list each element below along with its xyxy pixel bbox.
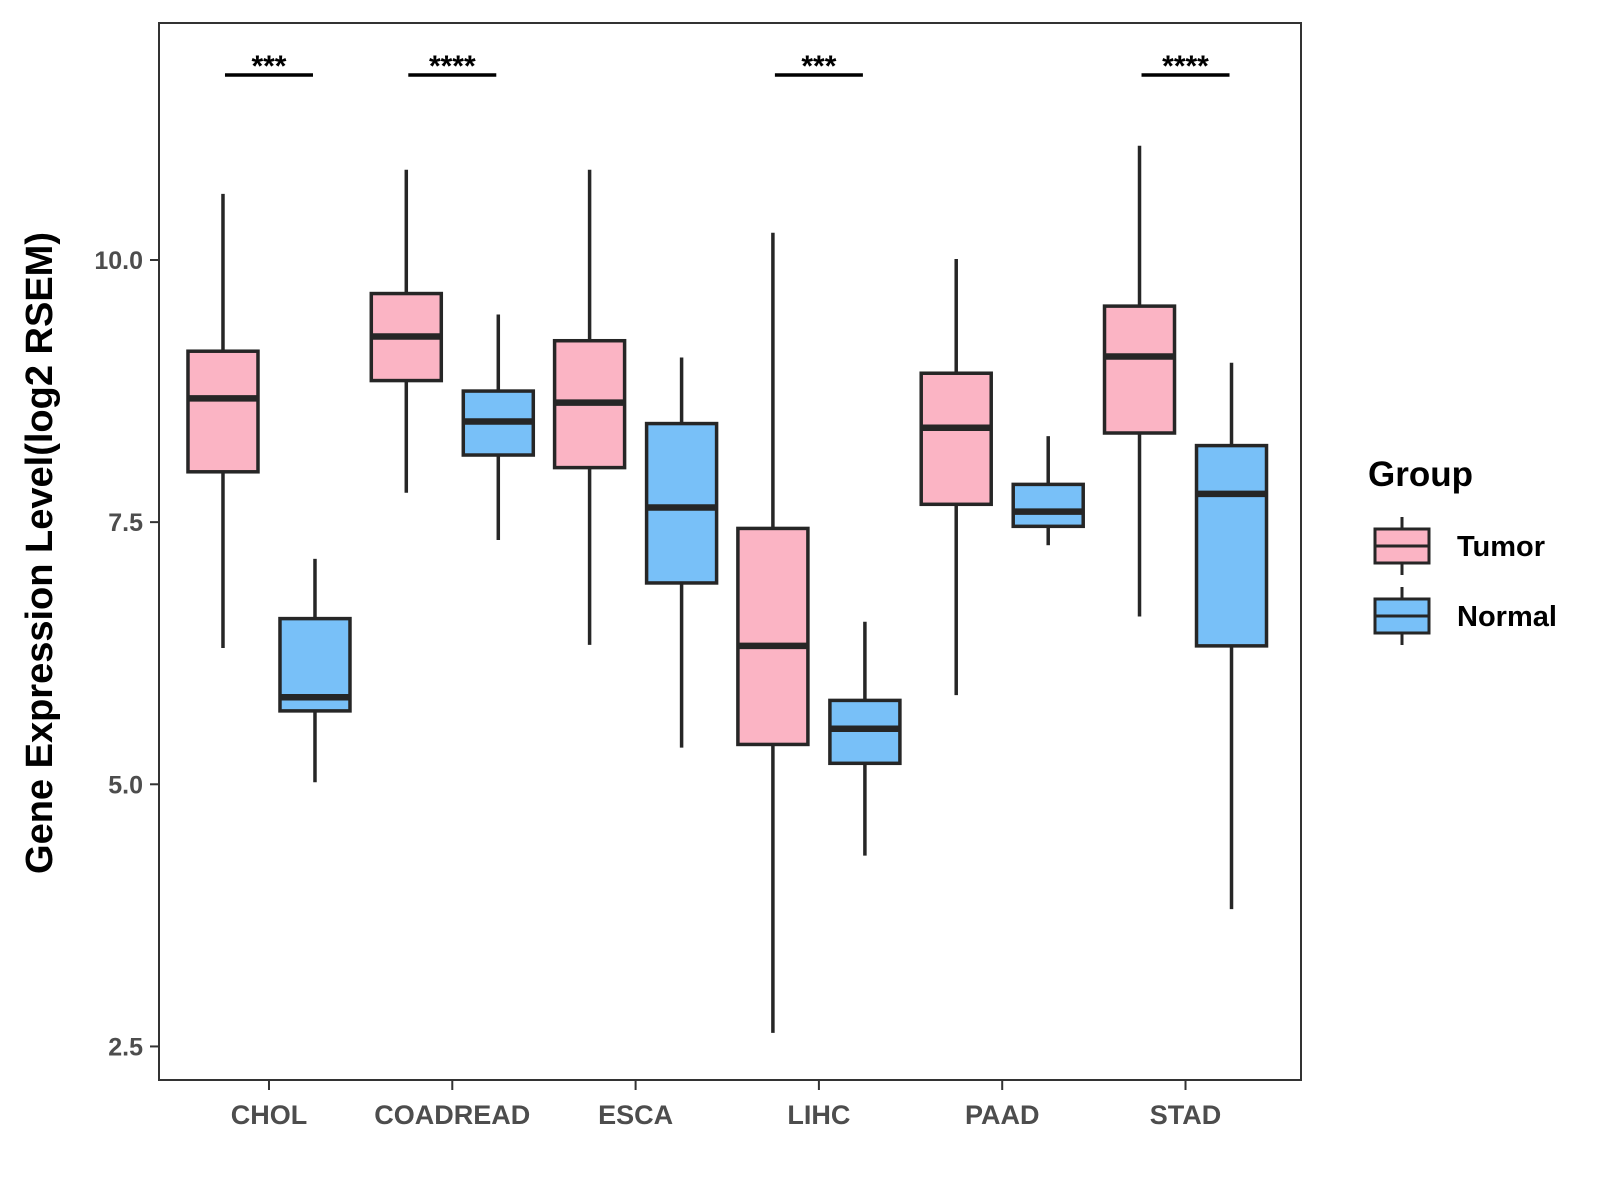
box-tumor-stad — [1102, 145, 1177, 617]
box-normal-paad — [1011, 436, 1085, 546]
y-tick-label: 10.0 — [94, 247, 143, 275]
y-axis-title: Gene Expression Level(log2 RSEM) — [19, 232, 61, 874]
box-iqr — [186, 349, 260, 474]
box-iqr — [1102, 304, 1177, 435]
box-normal-esca — [644, 357, 719, 748]
box-normal-chol — [278, 558, 352, 783]
x-tick-label: ESCA — [598, 1100, 673, 1130]
box-iqr — [919, 371, 993, 507]
legend-entry-normal: Normal — [1373, 587, 1557, 645]
legend-label: Tumor — [1457, 531, 1545, 563]
box-tumor-lihc — [736, 232, 810, 1033]
legend-title: Group — [1368, 455, 1473, 494]
y-tick-label: 5.0 — [108, 771, 143, 799]
x-tick-label: PAAD — [965, 1100, 1040, 1130]
box-tumor-esca — [552, 169, 627, 645]
significance-label: *** — [801, 50, 836, 83]
box-normal-stad — [1194, 362, 1269, 910]
box-tumor-coadread — [369, 169, 444, 493]
y-tick-label: 7.5 — [108, 509, 143, 537]
legend-label: Normal — [1457, 601, 1557, 633]
x-tick-label: COADREAD — [374, 1100, 530, 1130]
legend: Group Tumor Normal — [1368, 455, 1557, 645]
box-normal-coadread — [461, 314, 536, 540]
box-iqr — [1011, 482, 1085, 529]
x-tick-label: LIHC — [787, 1100, 850, 1130]
x-tick-label: CHOL — [231, 1100, 308, 1130]
x-tick-label: STAD — [1150, 1100, 1222, 1130]
box-iqr — [736, 526, 810, 747]
box-tumor-chol — [186, 193, 260, 648]
plot-panel — [158, 22, 1302, 1081]
box-iqr — [644, 421, 719, 585]
y-tick-label: 2.5 — [108, 1033, 143, 1061]
significance-label: **** — [429, 50, 476, 83]
box-normal-lihc — [828, 621, 902, 856]
legend-entry-tumor: Tumor — [1373, 517, 1545, 575]
significance-label: *** — [251, 50, 286, 83]
box-iqr — [1194, 443, 1269, 648]
box-tumor-paad — [919, 258, 993, 696]
significance-label: **** — [1162, 50, 1209, 83]
